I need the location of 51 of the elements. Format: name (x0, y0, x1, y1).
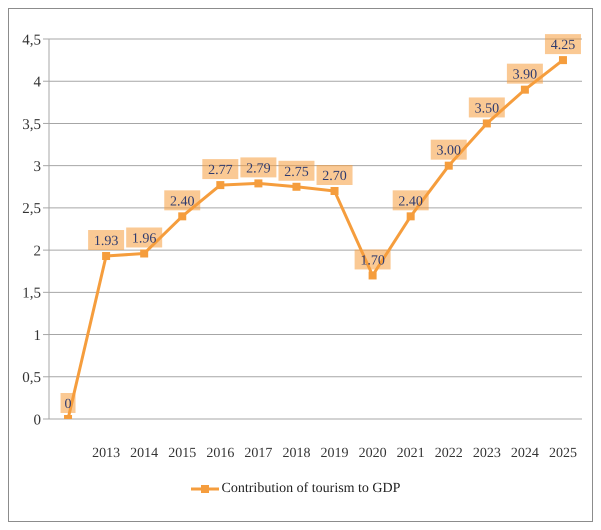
y-tick-label: 0,5 (22, 370, 41, 386)
point (102, 252, 110, 260)
data-label: 1.93 (94, 234, 118, 250)
point (140, 249, 148, 258)
data-label: 2.77 (208, 163, 233, 178)
data-label: 2.79 (246, 161, 271, 176)
y-tick-label: 2,5 (22, 201, 41, 218)
x-tick-label: 2019 (320, 446, 349, 461)
x-tick-label: 2018 (282, 446, 310, 461)
point (330, 187, 339, 195)
x-tick-label: 2021 (396, 446, 425, 461)
point (216, 181, 224, 190)
x-tick-label: 2015 (168, 446, 196, 461)
x-tick-label: 2014 (130, 446, 158, 461)
data-label: 3.00 (436, 144, 461, 159)
data-label: 3.90 (512, 68, 538, 83)
x-tick-label: 2016 (206, 446, 234, 461)
y-tick-label: 3,5 (22, 116, 41, 133)
point (254, 179, 262, 188)
x-tick-label: 2013 (92, 446, 120, 461)
point (558, 56, 567, 64)
point (482, 119, 491, 128)
data-label: 3.50 (474, 101, 500, 116)
y-tick-label: 1 (34, 328, 41, 344)
data-label: 2.40 (398, 194, 423, 210)
data-label: 1.96 (132, 231, 156, 246)
point (406, 212, 415, 220)
data-label: 0 (64, 397, 72, 412)
data-label: 2.75 (284, 164, 309, 180)
point (444, 162, 453, 170)
data-label: 2.40 (170, 194, 194, 210)
point (368, 271, 377, 280)
data-label: 4.25 (550, 38, 576, 54)
y-tick-label: 1,5 (22, 286, 41, 302)
point (292, 182, 300, 191)
y-tick-label: 4,5 (22, 32, 41, 48)
y-tick-label: 0 (34, 412, 41, 428)
y-tick-label: 3 (34, 158, 41, 175)
x-tick-label: 2024 (510, 446, 539, 461)
data-label: 1.70 (360, 253, 385, 268)
point (520, 86, 529, 94)
point (178, 212, 186, 220)
x-tick-label: 2017 (244, 446, 272, 461)
y-tick-label: 2 (34, 243, 41, 260)
x-tick-label: 2022 (434, 446, 463, 461)
x-tick-label: 2023 (472, 446, 501, 461)
legend-label: Contribution of tourism to GDP (220, 481, 400, 497)
x-tick-label: 2025 (548, 446, 577, 461)
data-label: 2.70 (322, 169, 347, 184)
x-tick-label: 2020 (358, 446, 387, 461)
y-tick-label: 4 (34, 74, 42, 91)
